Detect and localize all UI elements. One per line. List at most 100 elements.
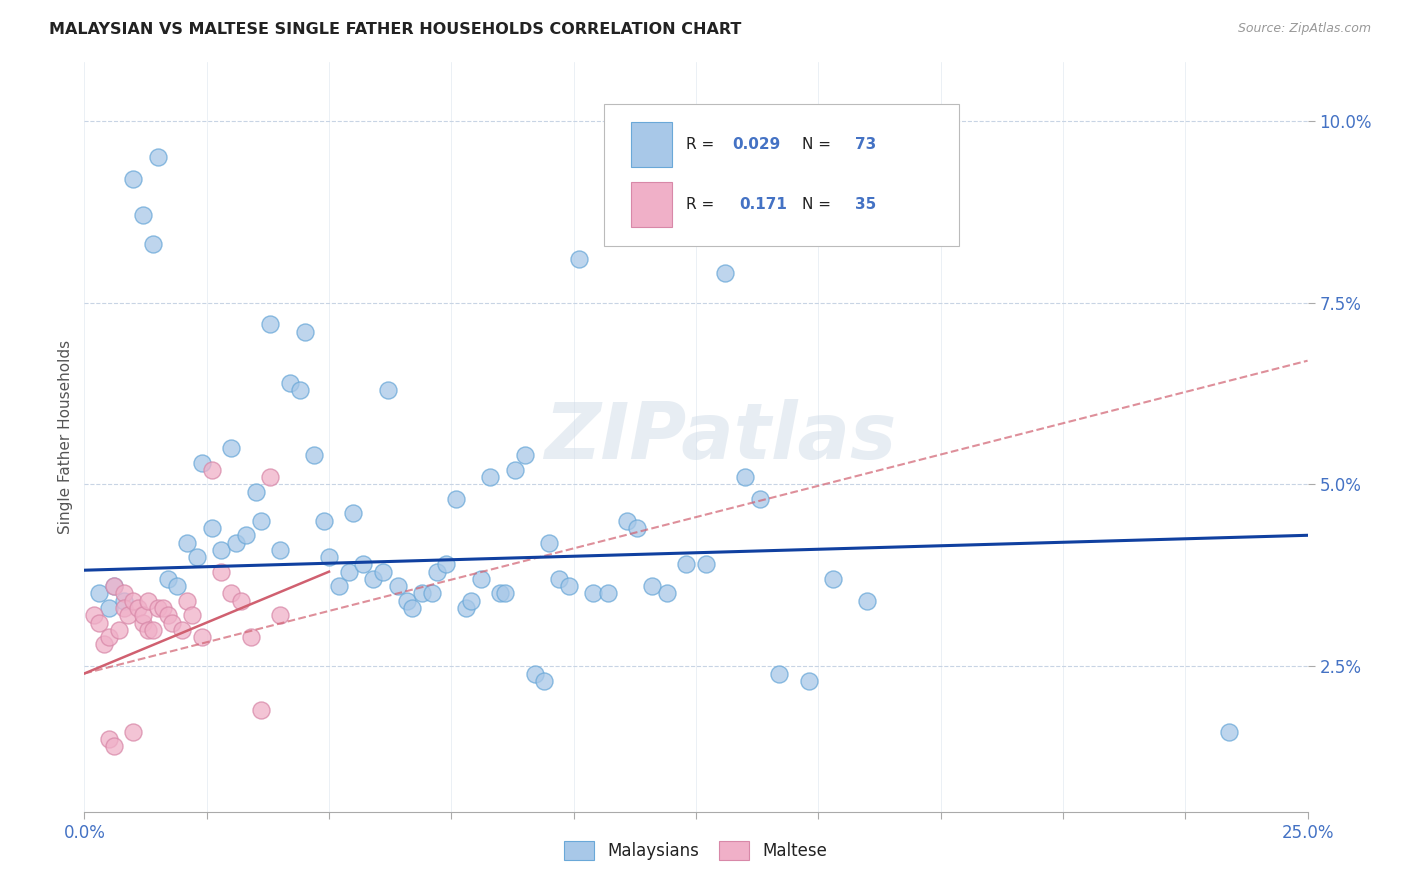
Point <box>503 463 526 477</box>
Point <box>513 448 536 462</box>
Point <box>219 441 242 455</box>
Point <box>454 601 477 615</box>
Point <box>249 514 271 528</box>
Point <box>259 470 281 484</box>
Point <box>278 376 301 390</box>
Point <box>748 491 770 506</box>
Point <box>132 615 155 630</box>
Point <box>200 521 222 535</box>
Point <box>103 739 125 754</box>
Point <box>122 171 145 186</box>
Point <box>401 601 423 615</box>
Text: N =: N = <box>803 197 837 212</box>
Point <box>122 724 145 739</box>
Point <box>304 448 326 462</box>
Point <box>200 463 222 477</box>
Point <box>132 608 155 623</box>
Point <box>318 550 340 565</box>
Point <box>479 470 502 484</box>
Point <box>470 572 492 586</box>
Point <box>162 615 184 630</box>
Point <box>288 383 311 397</box>
Point <box>538 535 561 549</box>
Point <box>328 579 350 593</box>
Point <box>337 565 360 579</box>
Point <box>93 637 115 651</box>
Point <box>152 601 174 615</box>
Point <box>426 565 449 579</box>
Point <box>127 601 149 615</box>
Text: 0.029: 0.029 <box>733 137 780 153</box>
Point <box>768 666 790 681</box>
Point <box>856 593 879 607</box>
Point <box>146 601 169 615</box>
Point <box>533 673 555 688</box>
Point <box>156 608 179 623</box>
Point <box>209 565 232 579</box>
Point <box>494 586 516 600</box>
Point <box>821 572 844 586</box>
Point <box>87 615 110 630</box>
Point <box>342 507 364 521</box>
Legend: Malaysians, Maltese: Malaysians, Maltese <box>558 835 834 867</box>
Point <box>352 558 374 572</box>
Point <box>420 586 443 600</box>
FancyBboxPatch shape <box>605 103 959 246</box>
Point <box>245 484 267 499</box>
Point <box>361 572 384 586</box>
Point <box>489 586 512 600</box>
Point <box>142 623 165 637</box>
Point <box>103 579 125 593</box>
Point <box>186 550 208 565</box>
Text: R =: R = <box>686 197 724 212</box>
Point <box>219 586 242 600</box>
Point <box>1218 724 1240 739</box>
Text: Source: ZipAtlas.com: Source: ZipAtlas.com <box>1237 22 1371 36</box>
Text: 35: 35 <box>855 197 876 212</box>
Point <box>377 383 399 397</box>
Point <box>523 666 546 681</box>
Point <box>181 608 204 623</box>
Point <box>235 528 257 542</box>
FancyBboxPatch shape <box>631 122 672 168</box>
Point <box>136 593 159 607</box>
Point <box>225 535 247 549</box>
Point <box>249 703 271 717</box>
Text: 73: 73 <box>855 137 876 153</box>
Point <box>156 572 179 586</box>
Point <box>641 579 664 593</box>
Point <box>695 558 717 572</box>
Point <box>269 542 291 557</box>
Point <box>176 535 198 549</box>
Point <box>176 593 198 607</box>
Point <box>616 514 638 528</box>
Point <box>675 558 697 572</box>
Point <box>112 601 135 615</box>
Point <box>567 252 589 266</box>
Text: 0.171: 0.171 <box>738 197 787 212</box>
Point <box>136 623 159 637</box>
Point <box>797 673 820 688</box>
Point <box>294 325 316 339</box>
Point <box>97 731 120 746</box>
Point <box>444 491 467 506</box>
Text: MALAYSIAN VS MALTESE SINGLE FATHER HOUSEHOLDS CORRELATION CHART: MALAYSIAN VS MALTESE SINGLE FATHER HOUSE… <box>49 22 741 37</box>
Point <box>103 579 125 593</box>
Point <box>97 630 120 644</box>
Point <box>396 593 419 607</box>
Point <box>655 586 678 600</box>
Point <box>239 630 262 644</box>
Point <box>548 572 571 586</box>
Point <box>460 593 482 607</box>
Point <box>97 601 120 615</box>
Point <box>411 586 433 600</box>
Point <box>112 586 135 600</box>
Point <box>371 565 394 579</box>
Point <box>107 623 129 637</box>
Point <box>166 579 188 593</box>
Point <box>259 318 281 332</box>
Point <box>269 608 291 623</box>
Point <box>112 593 135 607</box>
Point <box>117 608 139 623</box>
Point <box>626 521 648 535</box>
